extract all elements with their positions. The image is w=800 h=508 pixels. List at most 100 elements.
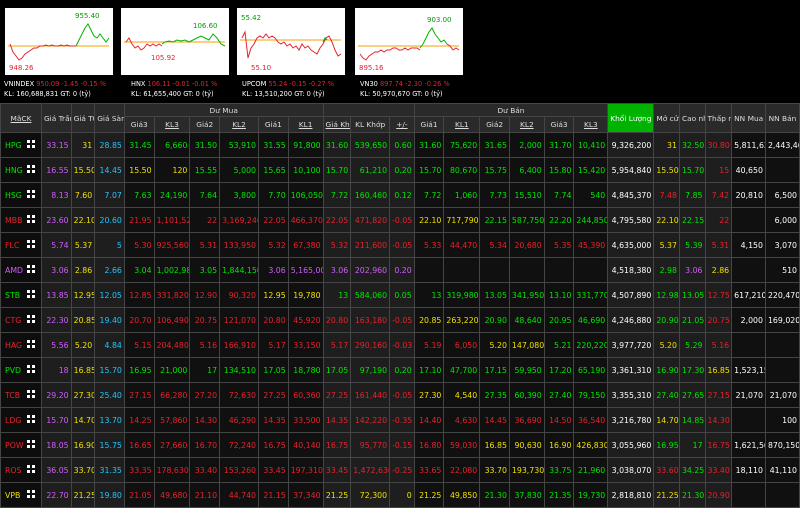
open-price[interactable]: 14.70 — [653, 407, 680, 433]
floor-price[interactable]: 7.07 — [94, 182, 125, 208]
bid-volume[interactable]: 106,050 — [287, 182, 324, 208]
foreign-buy[interactable] — [731, 207, 766, 233]
total-volume[interactable]: 3,055,960 — [607, 432, 655, 458]
match-volume[interactable]: 290,160 — [350, 332, 391, 358]
ask-volume[interactable]: 22,080 — [443, 457, 481, 483]
foreign-buy[interactable]: 2,000 — [731, 307, 766, 333]
bid-price[interactable]: 33.35 — [123, 457, 155, 483]
ask-price[interactable]: 27.35 — [479, 382, 510, 408]
ceiling-price[interactable]: 36.05 — [40, 457, 72, 483]
symbol-label[interactable]: HSG — [5, 191, 22, 200]
symbol-cell[interactable]: AMD — [0, 257, 42, 283]
high-price[interactable]: 21.30 — [678, 482, 706, 508]
grid-icon[interactable] — [27, 490, 35, 498]
open-price[interactable]: 21.25 — [653, 482, 680, 508]
foreign-sell[interactable]: 6,000 — [764, 207, 800, 233]
bid-volume[interactable]: 40,140 — [287, 432, 324, 458]
ask-price[interactable]: 13.05 — [479, 282, 510, 308]
floor-price[interactable]: 25.40 — [94, 382, 125, 408]
reference-price[interactable]: 31 — [70, 132, 96, 158]
bid-price[interactable]: 12.95 — [258, 282, 289, 308]
bid-price[interactable]: 5.30 — [123, 232, 155, 258]
bid-volume[interactable]: 10,100 — [287, 157, 324, 183]
price-change[interactable]: -0.03 — [389, 332, 415, 358]
bid-price[interactable]: 20.75 — [189, 307, 221, 333]
bid-volume[interactable]: 331,820 — [153, 282, 191, 308]
symbol-cell[interactable]: HNG — [0, 157, 42, 183]
symbol-label[interactable]: FLC — [5, 241, 20, 250]
open-price[interactable]: 16.95 — [653, 432, 680, 458]
ask-volume[interactable]: 19,730 — [573, 482, 609, 508]
reference-price[interactable]: 33.70 — [70, 457, 96, 483]
bid-price[interactable]: 5.32 — [258, 232, 289, 258]
grid-icon[interactable] — [27, 415, 35, 423]
foreign-sell[interactable] — [764, 332, 800, 358]
low-price[interactable]: 15 — [704, 157, 733, 183]
table-row[interactable]: STB 13.85 12.95 12.05 12.85 331,820 12.90 90,32… — [0, 282, 800, 308]
header-low[interactable]: Thấp nhất — [704, 103, 733, 133]
foreign-buy[interactable] — [731, 482, 766, 508]
ask-price[interactable]: 5.35 — [543, 232, 575, 258]
grid-icon[interactable] — [27, 140, 35, 148]
bid-price[interactable]: 5.17 — [258, 332, 289, 358]
ask-price[interactable]: 31.70 — [543, 132, 575, 158]
price-change[interactable]: -0.05 — [389, 232, 415, 258]
match-price[interactable]: 13 — [322, 282, 352, 308]
bid-price[interactable]: 21.05 — [123, 482, 155, 508]
bid-price[interactable]: 15.50 — [123, 157, 155, 183]
ask-volume[interactable] — [508, 257, 545, 283]
bid-volume[interactable]: 66,280 — [153, 382, 191, 408]
ask-volume[interactable]: 46,690 — [573, 307, 609, 333]
bid-volume[interactable]: 37,340 — [287, 482, 324, 508]
bid-volume[interactable]: 67,380 — [287, 232, 324, 258]
grid-icon[interactable] — [27, 290, 35, 298]
table-row[interactable]: TCB 29.20 27.30 25.40 27.15 66,280 27.20 72,630… — [0, 382, 800, 408]
header-foreign-sell[interactable]: NN Bán — [764, 103, 800, 133]
price-change[interactable]: 0.20 — [389, 257, 415, 283]
foreign-sell[interactable]: 169,020 — [764, 307, 800, 333]
foreign-sell[interactable]: 21,070 — [764, 382, 800, 408]
bid-price[interactable]: 3.06 — [258, 257, 289, 283]
low-price[interactable]: 12.75 — [704, 282, 733, 308]
bid-volume[interactable]: 27,660 — [153, 432, 191, 458]
symbol-cell[interactable]: POW — [0, 432, 42, 458]
open-price[interactable]: 12.98 — [653, 282, 680, 308]
ask-volume[interactable]: 47,700 — [443, 357, 481, 383]
header-high[interactable]: Cao nhất — [678, 103, 706, 133]
ask-volume[interactable] — [443, 257, 481, 283]
symbol-label[interactable]: VPB — [5, 491, 21, 500]
bid-volume[interactable]: 18,780 — [287, 357, 324, 383]
symbol-label[interactable]: MBB — [5, 216, 23, 225]
header-sell-price3[interactable]: Giá3 — [543, 116, 575, 133]
match-price[interactable]: 16.75 — [322, 432, 352, 458]
open-price[interactable]: 22.10 — [653, 207, 680, 233]
foreign-sell[interactable]: 100 — [764, 407, 800, 433]
bid-price[interactable]: 22.05 — [258, 207, 289, 233]
ask-price[interactable]: 33.75 — [543, 457, 575, 483]
bid-volume[interactable]: 1,002,980 — [153, 257, 191, 283]
price-change[interactable]: 0.20 — [389, 157, 415, 183]
ask-price[interactable]: 7.72 — [413, 182, 445, 208]
ask-price[interactable] — [543, 257, 575, 283]
ask-volume[interactable]: 193,730 — [508, 457, 545, 483]
bid-volume[interactable]: 178,630 — [153, 457, 191, 483]
foreign-sell[interactable]: 510 — [764, 257, 800, 283]
bid-volume[interactable]: 120 — [153, 157, 191, 183]
bid-price[interactable]: 15.55 — [189, 157, 221, 183]
symbol-label[interactable]: HNG — [5, 166, 23, 175]
ceiling-price[interactable]: 18 — [40, 357, 72, 383]
bid-volume[interactable]: 91,800 — [287, 132, 324, 158]
ask-price[interactable]: 21.25 — [413, 482, 445, 508]
reference-price[interactable]: 20.85 — [70, 307, 96, 333]
symbol-cell[interactable]: VPB — [0, 482, 42, 508]
ask-volume[interactable]: 540 — [573, 182, 609, 208]
foreign-sell[interactable]: 3,070 — [764, 232, 800, 258]
match-volume[interactable]: 202,960 — [350, 257, 391, 283]
ceiling-price[interactable]: 29.20 — [40, 382, 72, 408]
ask-volume[interactable]: 244,850 — [573, 207, 609, 233]
foreign-sell[interactable]: 2,443,460 — [764, 132, 800, 158]
bid-price[interactable]: 27.25 — [258, 382, 289, 408]
ask-volume[interactable]: 4,630 — [443, 407, 481, 433]
symbol-label[interactable]: LDG — [5, 416, 22, 425]
ask-volume[interactable]: 90,630 — [508, 432, 545, 458]
